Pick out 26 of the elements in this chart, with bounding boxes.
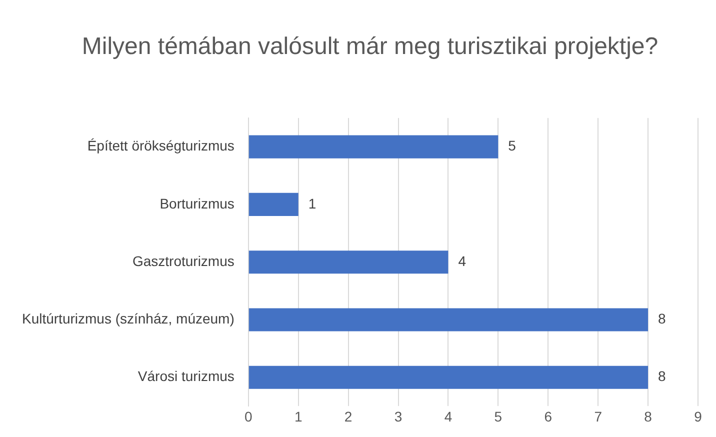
data-label: 8 — [658, 368, 666, 384]
x-tick-label: 1 — [294, 408, 302, 424]
data-label: 5 — [508, 138, 516, 154]
y-tick-label: Gasztroturizmus — [132, 252, 234, 269]
y-tick-label: Kultúrturizmus (színház, múzeum) — [22, 310, 234, 327]
x-tick-label: 6 — [544, 408, 552, 424]
data-label: 4 — [458, 252, 466, 269]
y-tick-label: Városi turizmus — [138, 368, 234, 384]
data-label: 8 — [658, 310, 666, 327]
x-tick-label: 8 — [644, 408, 652, 424]
x-tick-label: 2 — [344, 408, 352, 424]
bar — [248, 308, 648, 332]
y-tick-label: Borturizmus — [160, 195, 234, 212]
x-tick-label: 7 — [594, 408, 602, 424]
x-tick-label: 5 — [494, 408, 502, 424]
bar — [248, 366, 648, 389]
y-tick-label: Épített örökségturizmus — [87, 138, 234, 154]
bar — [248, 135, 498, 158]
x-tick-label: 9 — [694, 408, 702, 424]
x-tick-label: 4 — [444, 408, 452, 424]
bar — [248, 250, 448, 274]
bar — [248, 192, 298, 216]
x-tick-label: 3 — [394, 408, 402, 424]
data-label: 1 — [308, 195, 316, 212]
x-tick-label: 0 — [244, 408, 252, 424]
chart-title: Milyen témában valósult már meg turisztikai projektje? — [80, 32, 660, 62]
